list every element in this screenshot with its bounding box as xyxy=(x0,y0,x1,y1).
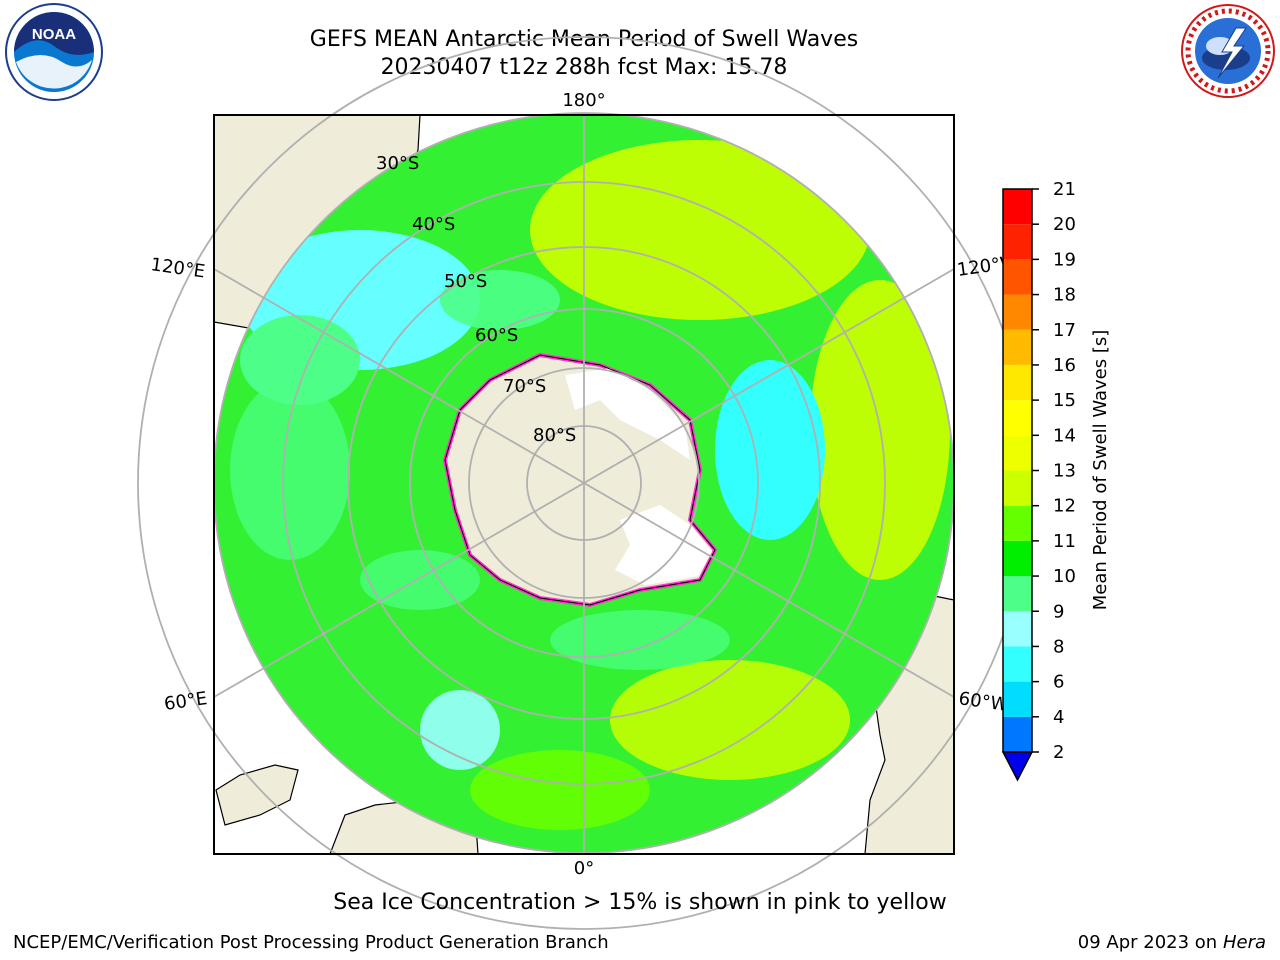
colorbar-segment xyxy=(1003,716,1032,752)
colorbar-segment xyxy=(1003,400,1032,436)
colorbar-tick-label: 19 xyxy=(1053,249,1076,270)
colorbar-tick-label: 8 xyxy=(1053,636,1064,657)
lon-label-180: 180° xyxy=(562,90,605,111)
colorbar-segment xyxy=(1003,259,1032,295)
nws-logo xyxy=(1181,4,1275,98)
meridians xyxy=(214,115,954,854)
lon-label-60e: 60°E xyxy=(163,688,209,715)
colorbar-segment xyxy=(1003,294,1032,330)
colorbar-tick-label: 11 xyxy=(1053,531,1076,552)
colorbar-tick-label: 13 xyxy=(1053,461,1076,482)
colorbar-segment xyxy=(1003,505,1032,541)
colorbar-segment xyxy=(1003,576,1032,612)
noaa-logo-text: NOAA xyxy=(32,26,76,43)
lat-label-70: 70°S xyxy=(503,376,546,397)
colorbar-tick-label: 9 xyxy=(1053,601,1064,622)
lon-label-0: 0° xyxy=(574,858,594,879)
colorbar-tick-label: 15 xyxy=(1053,390,1076,411)
colorbar-tick-label: 21 xyxy=(1053,179,1076,200)
footer-date: 09 Apr 2023 on Hera xyxy=(1078,932,1266,953)
map-subtitle: 20230407 t12z 288h fcst Max: 15.78 xyxy=(380,55,788,80)
colorbar-under-arrow xyxy=(1001,751,1034,782)
colorbar-segment xyxy=(1003,329,1032,365)
colorbar-segment xyxy=(1003,470,1032,506)
colorbar-segment xyxy=(1003,611,1032,647)
colorbar-tick-label: 20 xyxy=(1053,214,1076,235)
colorbar-tick-label: 14 xyxy=(1053,425,1076,446)
caption: Sea Ice Concentration > 15% is shown in … xyxy=(333,890,947,915)
lat-label-80: 80°S xyxy=(533,425,576,446)
colorbar-segment xyxy=(1003,435,1032,471)
colorbar-tick-label: 6 xyxy=(1053,672,1064,693)
lat-label-30: 30°S xyxy=(376,153,419,174)
colorbar-tick-label: 4 xyxy=(1053,707,1064,728)
colorbar-segment xyxy=(1003,646,1032,682)
colorbar-segment xyxy=(1003,224,1032,260)
colorbar-tick-label: 17 xyxy=(1053,320,1076,341)
footer-host: Hera xyxy=(1222,932,1266,953)
meridian-120e-60w xyxy=(214,268,954,698)
map-title: GEFS MEAN Antarctic Mean Period of Swell… xyxy=(309,27,859,52)
antarctica-coastline xyxy=(444,354,716,606)
colorbar-segment xyxy=(1003,540,1032,577)
colorbar-tick-label: 12 xyxy=(1053,496,1076,517)
ice-shelf-weddell xyxy=(615,505,712,585)
colorbar-tick-label: 2 xyxy=(1053,742,1064,763)
lat-label-60: 60°S xyxy=(475,325,518,346)
lat-label-40: 40°S xyxy=(412,214,455,235)
map-frame xyxy=(213,114,955,855)
footer-branch: NCEP/EMC/Verification Post Processing Pr… xyxy=(13,932,609,953)
lat-label-50: 50°S xyxy=(444,271,487,292)
lon-label-60w: 60°W xyxy=(957,688,1009,716)
colorbar-segment xyxy=(1003,364,1032,401)
colorbar: 2 4 6 8 9 10 11 12 13 14 15 16 17 18 19 20 21 xyxy=(1001,179,1076,782)
colorbar-segment xyxy=(1003,681,1032,717)
ice-shelf-ross xyxy=(565,368,690,460)
colorbar-tick-label: 16 xyxy=(1053,355,1076,376)
colorbar-tick-label: 10 xyxy=(1053,566,1076,587)
footer-date-text: 09 Apr 2023 on xyxy=(1077,932,1218,953)
noaa-logo: NOAA xyxy=(5,3,103,101)
colorbar-segment xyxy=(1003,189,1032,225)
colorbar-tick-label: 18 xyxy=(1053,285,1076,306)
colorbar-label: Mean Period of Swell Waves [s] xyxy=(1090,330,1111,611)
